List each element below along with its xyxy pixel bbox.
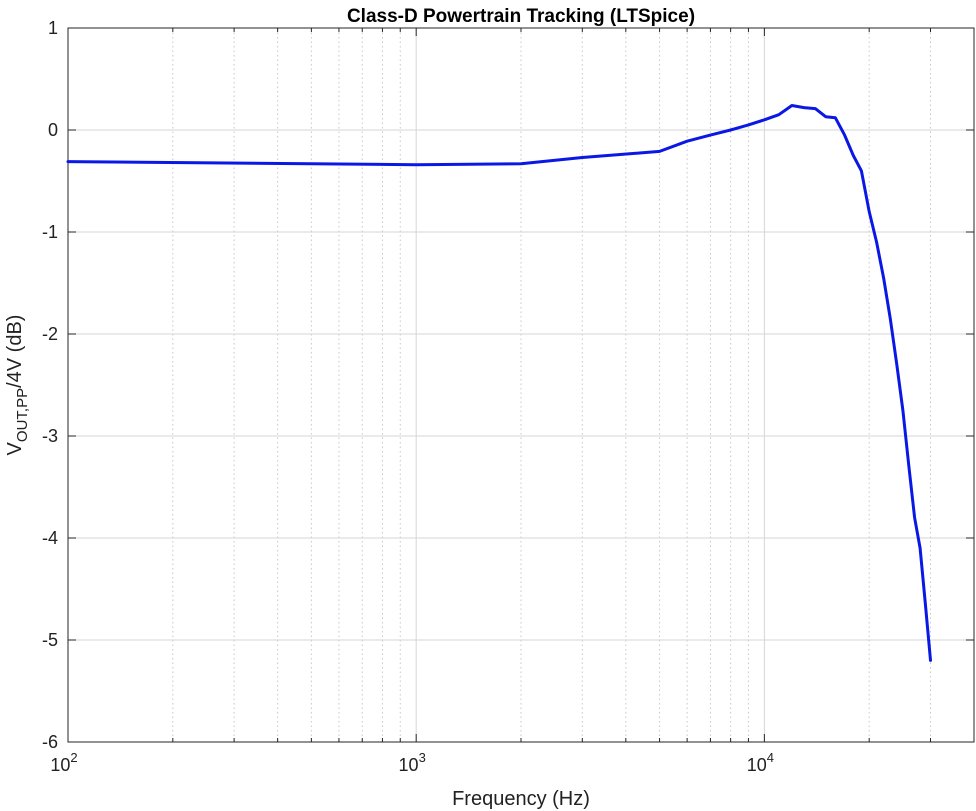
x-axis-label: Frequency (Hz) bbox=[452, 788, 590, 810]
y-tick-label: -3 bbox=[42, 426, 58, 446]
y-tick-label: -2 bbox=[42, 324, 58, 344]
series-line bbox=[66, 104, 932, 662]
x-tick-label-exp: 3 bbox=[419, 750, 426, 765]
y-tick-label: 0 bbox=[48, 120, 58, 140]
x-tick-label: 104 bbox=[747, 750, 774, 775]
x-tick-label-exp: 2 bbox=[70, 750, 77, 765]
x-tick-label-base: 10 bbox=[50, 755, 70, 775]
y-tick-label: 1 bbox=[48, 18, 58, 38]
x-tick-label: 103 bbox=[399, 750, 426, 775]
x-tick-label-base: 10 bbox=[399, 755, 419, 775]
grid bbox=[67, 27, 974, 743]
y-tick-label: -4 bbox=[42, 528, 58, 548]
y-tick-label: -5 bbox=[42, 630, 58, 650]
y-axis-label-rest: /4V (dB) bbox=[4, 315, 26, 388]
y-axis-label-main: V bbox=[4, 441, 26, 455]
x-tick-label: 102 bbox=[50, 750, 77, 775]
x-tick-label-exp: 4 bbox=[767, 750, 774, 765]
series-layer bbox=[66, 104, 932, 662]
y-tick-label: -1 bbox=[42, 222, 58, 242]
y-tick-label: -6 bbox=[42, 732, 58, 752]
chart-title: Class-D Powertrain Tracking (LTSpice) bbox=[347, 6, 695, 27]
x-tick-label-base: 10 bbox=[747, 755, 767, 775]
y-axis-label-sub: OUT,PP bbox=[14, 388, 31, 442]
y-axis-label: VOUT,PP/4V (dB) bbox=[4, 315, 31, 456]
